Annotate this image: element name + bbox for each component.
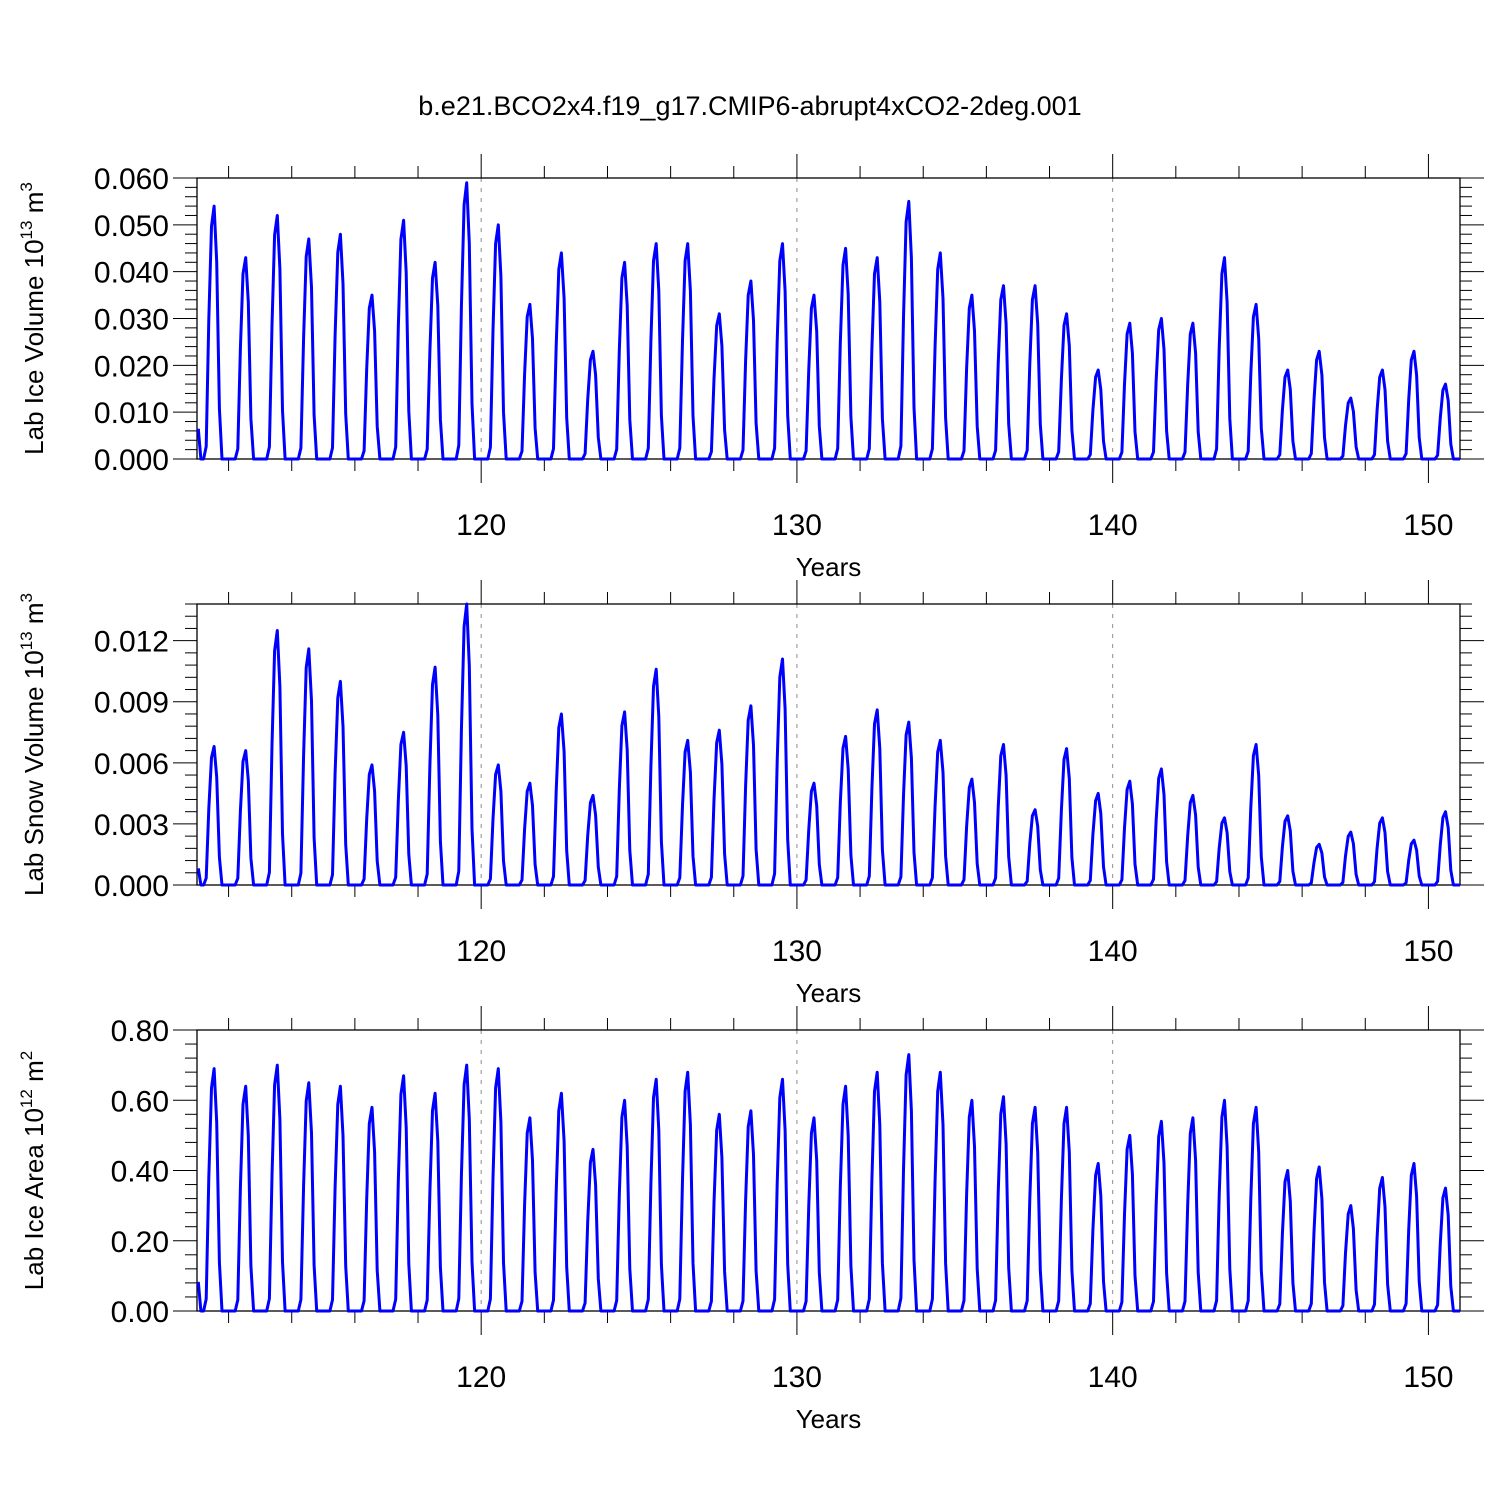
y-tick-label: 0.012	[94, 626, 169, 659]
x-tick-label: 120	[456, 935, 506, 968]
panel-2: 0.000 0.003 0.006 0.009 0.012 120 130 140 150 Yea…	[17, 580, 1484, 1008]
x-tick-label: 130	[772, 509, 822, 542]
plot-frame	[196, 603, 1461, 886]
y-tick-label: 0.020	[94, 350, 169, 383]
series-line	[196, 602, 1461, 887]
y-tick-label: 0.040	[94, 257, 169, 290]
y-tick-label: 0.006	[94, 748, 169, 781]
x-tick-label: 150	[1403, 935, 1453, 968]
y-tick-label: 0.00	[111, 1296, 169, 1329]
y-tick-label: 0.003	[94, 809, 169, 842]
plot-frame	[196, 1029, 1461, 1312]
y-tick-label: 0.060	[94, 163, 169, 196]
y-tick-label: 0.009	[94, 687, 169, 720]
x-tick-label: 150	[1403, 1361, 1453, 1394]
panel-3: 0.00 0.20 0.40 0.60 0.80 120 130 140 150 Years Lab…	[17, 1006, 1484, 1434]
y-tick-label: 0.030	[94, 304, 169, 337]
y-tick-label: 0.80	[111, 1015, 169, 1048]
x-axis-label: Years	[796, 978, 862, 1008]
panel-1: 0.000 0.010 0.020 0.030 0.040 0.050 0.060 120 13…	[17, 154, 1484, 582]
y-tick-label: 0.000	[94, 870, 169, 903]
y-tick-label: 0.20	[111, 1226, 169, 1259]
y-tick-label: 0.000	[94, 444, 169, 477]
y-axis-label: Lab Snow Volume 1013 m3	[17, 593, 49, 896]
x-axis-label: Years	[796, 552, 862, 582]
y-tick-label: 0.010	[94, 397, 169, 430]
x-tick-label: 130	[772, 1361, 822, 1394]
x-tick-label: 150	[1403, 509, 1453, 542]
y-tick-label: 0.050	[94, 210, 169, 243]
x-tick-label: 140	[1088, 935, 1138, 968]
figure-title: b.e21.BCO2x4.f19_g17.CMIP6-abrupt4xCO2-2…	[418, 91, 1081, 121]
x-tick-label: 120	[456, 1361, 506, 1394]
y-axis-label: Lab Ice Volume 1013 m3	[17, 182, 49, 455]
y-tick-label: 0.60	[111, 1085, 169, 1118]
x-axis-label: Years	[796, 1404, 862, 1434]
x-tick-label: 140	[1088, 509, 1138, 542]
y-axis-label: Lab Ice Area 1012 m2	[17, 1051, 49, 1290]
y-tick-label: 0.40	[111, 1156, 169, 1189]
x-tick-label: 140	[1088, 1361, 1138, 1394]
plot-frame	[196, 177, 1461, 460]
x-tick-label: 130	[772, 935, 822, 968]
x-tick-label: 120	[456, 509, 506, 542]
series-line	[196, 1053, 1461, 1313]
series-line	[196, 181, 1461, 461]
